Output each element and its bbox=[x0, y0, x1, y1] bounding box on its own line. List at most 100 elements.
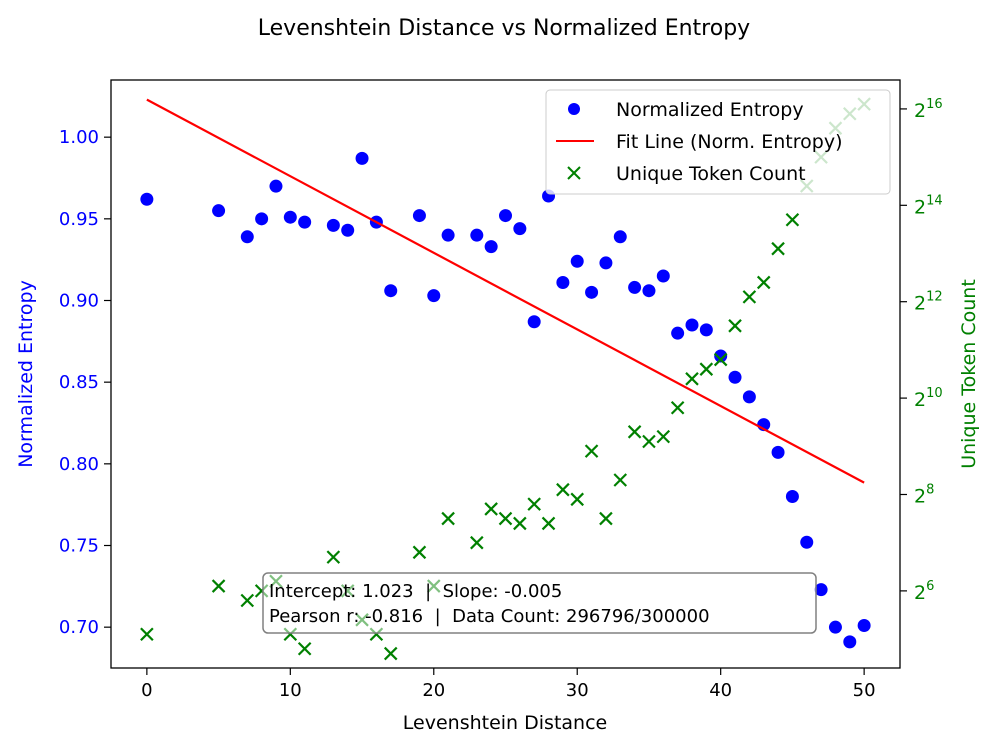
entropy-point bbox=[384, 284, 398, 298]
token-point bbox=[240, 593, 255, 608]
token-point bbox=[326, 550, 341, 564]
token-point bbox=[627, 425, 642, 439]
token-point bbox=[470, 535, 484, 550]
x-axis-label: Levenshtein Distance bbox=[403, 712, 607, 734]
legend-tokens-marker bbox=[567, 166, 581, 180]
token-point-stroke bbox=[713, 352, 728, 367]
y-axis-left: 0.70 0.75 0.80 0.85 0.90 0.95 1.00 bbox=[59, 127, 111, 638]
x-tick-label: 50 bbox=[853, 680, 876, 701]
annotation-line-1: Intercept: 1.023 | Slope: -0.005 bbox=[269, 581, 562, 602]
token-point-stroke bbox=[541, 516, 556, 531]
token-point bbox=[541, 516, 556, 531]
y-tick-label: 1.00 bbox=[59, 127, 99, 148]
x-tick-label: 10 bbox=[279, 680, 302, 701]
entropy-point bbox=[671, 326, 685, 340]
entropy-point bbox=[341, 223, 355, 237]
token-point bbox=[484, 502, 498, 516]
token-point-stroke bbox=[584, 444, 599, 458]
entropy-point bbox=[427, 289, 441, 303]
token-point bbox=[584, 444, 599, 458]
token-point bbox=[140, 627, 154, 642]
token-point-stroke bbox=[642, 434, 656, 449]
token-point bbox=[713, 352, 728, 367]
y-tick-label: 0.80 bbox=[59, 454, 99, 475]
y2-tick-label: 214 bbox=[914, 193, 943, 218]
x-tick-label: 30 bbox=[566, 680, 589, 701]
annotation-frame bbox=[262, 572, 817, 634]
token-point-stroke bbox=[656, 429, 671, 444]
token-point bbox=[771, 241, 785, 256]
token-point-stroke bbox=[685, 372, 699, 386]
entropy-point bbox=[656, 269, 670, 283]
token-point-stroke bbox=[599, 511, 613, 526]
entropy-point bbox=[527, 315, 541, 329]
annotation-box: Intercept: 1.023 | Slope: -0.005 Pearson… bbox=[262, 572, 817, 634]
token-point-stroke bbox=[613, 473, 628, 487]
token-point bbox=[498, 511, 513, 526]
entropy-point bbox=[355, 151, 369, 165]
token-point-stroke bbox=[297, 641, 312, 656]
token-point bbox=[441, 511, 455, 526]
token-point-stroke bbox=[470, 535, 484, 550]
legend-fit-label: Fit Line (Norm. Entropy) bbox=[616, 131, 843, 153]
token-point-stroke bbox=[556, 482, 570, 497]
entropy-point bbox=[785, 490, 799, 503]
token-point-stroke bbox=[570, 492, 585, 507]
entropy-point bbox=[642, 284, 656, 298]
entropy-point bbox=[599, 256, 613, 270]
entropy-point bbox=[513, 222, 527, 236]
entropy-point bbox=[326, 218, 340, 232]
token-point bbox=[570, 492, 585, 507]
token-point-stroke bbox=[383, 646, 398, 661]
token-point-stroke bbox=[513, 516, 527, 531]
plot-frame bbox=[110, 79, 901, 669]
token-point bbox=[742, 290, 757, 304]
token-point bbox=[756, 275, 771, 290]
token-point-stroke bbox=[728, 319, 742, 333]
fit-line bbox=[146, 98, 865, 484]
entropy-point bbox=[857, 619, 871, 633]
entropy-point bbox=[828, 620, 842, 634]
entropy-point bbox=[613, 230, 627, 244]
entropy-point bbox=[484, 240, 498, 254]
token-point-stroke bbox=[484, 502, 498, 516]
x-axis: 0 10 20 30 40 50 bbox=[141, 668, 876, 701]
entropy-point bbox=[685, 318, 699, 332]
token-point-stroke bbox=[326, 550, 341, 564]
entropy-point bbox=[628, 280, 642, 294]
entropy-point bbox=[140, 192, 154, 206]
entropy-point bbox=[298, 215, 312, 229]
entropy-point bbox=[441, 228, 455, 242]
annotation-line-2: Pearson r: -0.816 | Data Count: 296796/3… bbox=[269, 606, 710, 627]
y2-axis-label: Unique Token Count bbox=[958, 279, 980, 469]
y-tick-label: 0.90 bbox=[59, 291, 99, 312]
entropy-point bbox=[556, 276, 570, 290]
x-tick-label: 0 bbox=[141, 680, 152, 701]
entropy-point bbox=[742, 390, 756, 404]
token-point bbox=[599, 511, 613, 526]
legend-tokens-label: Unique Token Count bbox=[616, 163, 806, 185]
token-point-stroke bbox=[240, 593, 255, 608]
entropy-point bbox=[269, 179, 283, 193]
token-point-stroke bbox=[211, 579, 226, 593]
token-point-stroke bbox=[771, 241, 785, 256]
entropy-point bbox=[771, 445, 785, 459]
y-tick-label: 0.85 bbox=[59, 372, 99, 393]
legend: Normalized Entropy Fit Line (Norm. Entro… bbox=[545, 89, 891, 195]
entropy-point bbox=[412, 209, 426, 223]
token-point bbox=[412, 545, 427, 560]
chart-title: Levenshtein Distance vs Normalized Entro… bbox=[258, 16, 750, 41]
token-point-stroke bbox=[627, 425, 642, 439]
entropy-point bbox=[714, 349, 728, 363]
entropy-point bbox=[240, 230, 254, 244]
token-point bbox=[613, 473, 628, 487]
entropy-point bbox=[283, 210, 297, 224]
entropy-point bbox=[585, 285, 599, 299]
token-point-stroke bbox=[742, 290, 757, 304]
token-point-stroke bbox=[699, 362, 714, 376]
token-point-stroke bbox=[785, 212, 800, 227]
entropy-point bbox=[255, 212, 269, 226]
token-point-stroke bbox=[412, 545, 427, 560]
x-tick-label: 40 bbox=[709, 680, 732, 701]
